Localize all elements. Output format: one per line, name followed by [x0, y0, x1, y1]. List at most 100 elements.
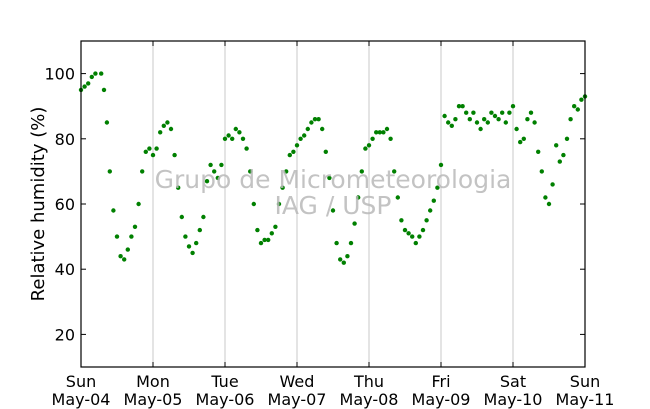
data-point — [467, 117, 472, 122]
data-point — [446, 120, 451, 125]
x-tick-weekday: Sun — [570, 372, 600, 391]
data-point — [237, 130, 242, 135]
data-point — [323, 149, 328, 154]
data-point — [496, 117, 501, 122]
data-point — [114, 234, 120, 239]
data-point — [464, 110, 469, 115]
data-point — [507, 110, 512, 115]
data-point — [471, 110, 476, 115]
data-point — [572, 104, 577, 109]
data-point — [453, 117, 458, 122]
data-point — [392, 169, 397, 174]
data-points — [78, 71, 588, 265]
data-point — [269, 231, 274, 236]
data-point — [424, 218, 429, 223]
data-point — [363, 146, 368, 151]
data-point — [402, 227, 408, 233]
data-point — [316, 117, 321, 122]
data-point — [528, 110, 534, 115]
data-point — [359, 169, 364, 174]
x-tick-date: May-04 — [52, 390, 111, 409]
data-point — [525, 117, 530, 122]
data-point — [154, 146, 159, 151]
y-tick-label: 60 — [55, 195, 75, 214]
data-point — [381, 130, 386, 135]
y-tick-label: 40 — [55, 260, 75, 279]
data-point — [388, 136, 393, 141]
data-point — [338, 257, 343, 262]
watermark-line-1: Grupo de Micrometeorologia — [155, 165, 512, 194]
x-tick-date: May-10 — [484, 390, 543, 409]
data-point — [413, 240, 418, 246]
data-point — [168, 126, 174, 132]
data-point — [122, 257, 127, 262]
data-point — [262, 237, 267, 243]
x-tick-weekday: Tue — [210, 372, 238, 391]
data-point — [370, 136, 375, 141]
data-point — [431, 198, 436, 203]
data-point — [374, 130, 379, 135]
x-tick-date: May-08 — [340, 390, 399, 409]
data-point — [251, 201, 256, 207]
x-tick-weekday: Thu — [353, 372, 384, 391]
data-point — [305, 126, 310, 132]
data-point — [550, 182, 555, 187]
data-point — [352, 221, 357, 226]
data-point — [294, 143, 300, 148]
x-tick-weekday: Sat — [500, 372, 526, 391]
data-point — [212, 169, 217, 174]
data-point — [190, 250, 195, 256]
data-point — [557, 159, 562, 164]
data-point — [179, 214, 184, 220]
data-point — [438, 162, 444, 168]
data-point — [442, 113, 447, 119]
data-point — [406, 231, 411, 236]
data-point — [334, 240, 339, 246]
data-point — [176, 185, 181, 190]
data-point — [500, 110, 505, 115]
data-point — [449, 123, 454, 128]
data-point — [99, 71, 104, 76]
data-point — [132, 224, 138, 229]
data-point — [143, 149, 148, 154]
data-point — [215, 175, 220, 181]
data-point — [111, 208, 116, 213]
y-tick-label: 100 — [44, 65, 75, 84]
data-point — [384, 126, 390, 132]
data-point — [161, 123, 166, 128]
data-point — [554, 143, 559, 148]
data-point — [291, 149, 296, 154]
data-point — [320, 126, 325, 132]
data-point — [399, 218, 404, 223]
data-point — [492, 113, 498, 119]
data-point — [366, 143, 372, 148]
data-point — [107, 169, 113, 174]
data-point — [204, 179, 210, 184]
data-point — [125, 247, 130, 252]
data-point — [82, 84, 87, 89]
data-point — [101, 87, 107, 93]
data-point — [186, 244, 192, 249]
data-point — [158, 130, 163, 135]
data-point — [201, 214, 206, 220]
data-point — [485, 120, 490, 125]
data-point — [298, 136, 303, 141]
x-tick-date: May-11 — [556, 390, 615, 409]
x-axis-ticks: SunMay-04MonMay-05TueMay-06WedMay-07ThuM… — [52, 41, 615, 409]
data-point — [474, 120, 480, 125]
data-point — [287, 152, 292, 158]
x-tick-weekday: Fri — [431, 372, 450, 391]
data-point — [147, 146, 152, 151]
data-point — [240, 136, 246, 141]
data-point — [341, 260, 346, 265]
y-axis-label: Relative humidity (%) — [28, 107, 49, 302]
data-point — [222, 136, 228, 141]
data-point — [276, 201, 282, 207]
data-point — [248, 169, 253, 174]
data-point — [89, 74, 95, 80]
x-tick-date: May-05 — [124, 390, 183, 409]
data-point — [356, 195, 361, 200]
data-point — [478, 126, 483, 132]
data-point — [543, 195, 548, 200]
